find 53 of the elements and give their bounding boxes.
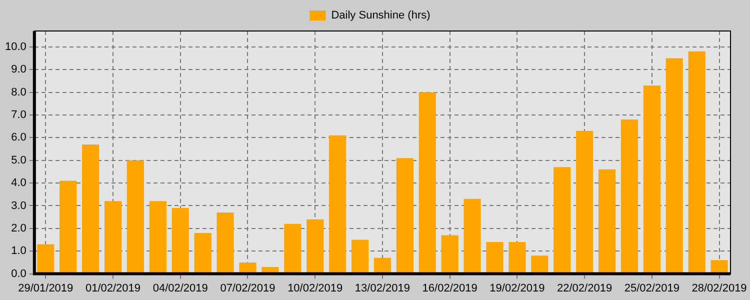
bar — [710, 260, 728, 274]
bar — [351, 240, 369, 274]
bar — [82, 144, 100, 274]
bar — [104, 201, 122, 274]
bar — [643, 85, 660, 274]
x-tick-label: 16/02/2019 — [422, 282, 478, 294]
bar — [194, 232, 212, 274]
bar — [464, 198, 481, 274]
bar — [576, 130, 594, 274]
y-tick-label: 2.0 — [11, 222, 26, 234]
bar — [508, 242, 526, 274]
x-tick-label: 29/01/2019 — [18, 282, 74, 294]
x-tick-label: 13/02/2019 — [354, 282, 410, 294]
x-tick-label: 01/02/2019 — [85, 282, 141, 294]
bar — [172, 208, 189, 274]
bar — [284, 224, 302, 274]
bar — [554, 167, 571, 274]
bar — [239, 262, 256, 274]
bar — [688, 51, 706, 274]
legend-label: Daily Sunshine (hrs) — [331, 10, 430, 22]
bar — [306, 219, 324, 274]
x-tick-label: 07/02/2019 — [220, 282, 276, 294]
bar — [60, 180, 77, 274]
y-tick-label: 7.0 — [11, 108, 26, 121]
y-tick-label: 10.0 — [4, 40, 26, 53]
y-tick-label: 4.0 — [11, 177, 26, 190]
bar — [486, 242, 504, 274]
bar — [441, 235, 458, 274]
bar — [396, 158, 414, 274]
y-tick-label: 5.0 — [11, 154, 26, 166]
bar — [531, 256, 548, 274]
y-tick-label: 1.0 — [11, 245, 26, 258]
bar — [216, 212, 234, 274]
bar — [126, 160, 144, 274]
x-tick-label: 28/02/2019 — [692, 282, 747, 294]
x-tick-label: 19/02/2019 — [490, 282, 545, 294]
bar — [418, 92, 436, 274]
bar — [620, 119, 638, 274]
y-tick-label: 8.0 — [11, 86, 26, 98]
bar — [37, 244, 54, 274]
y-tick-label: 9.0 — [11, 64, 26, 76]
y-tick-label: 3.0 — [11, 200, 26, 212]
bar — [374, 258, 391, 274]
x-tick-label: 04/02/2019 — [152, 282, 208, 294]
x-tick-label: 25/02/2019 — [624, 282, 680, 294]
bar — [666, 58, 683, 274]
y-tick-label: 6.0 — [11, 132, 26, 144]
y-tick-label: 0.0 — [11, 268, 26, 280]
x-tick-label: 22/02/2019 — [557, 282, 612, 294]
bar — [598, 169, 616, 274]
x-tick-label: 10/02/2019 — [288, 282, 343, 294]
bar — [149, 201, 166, 274]
bar — [329, 135, 346, 274]
